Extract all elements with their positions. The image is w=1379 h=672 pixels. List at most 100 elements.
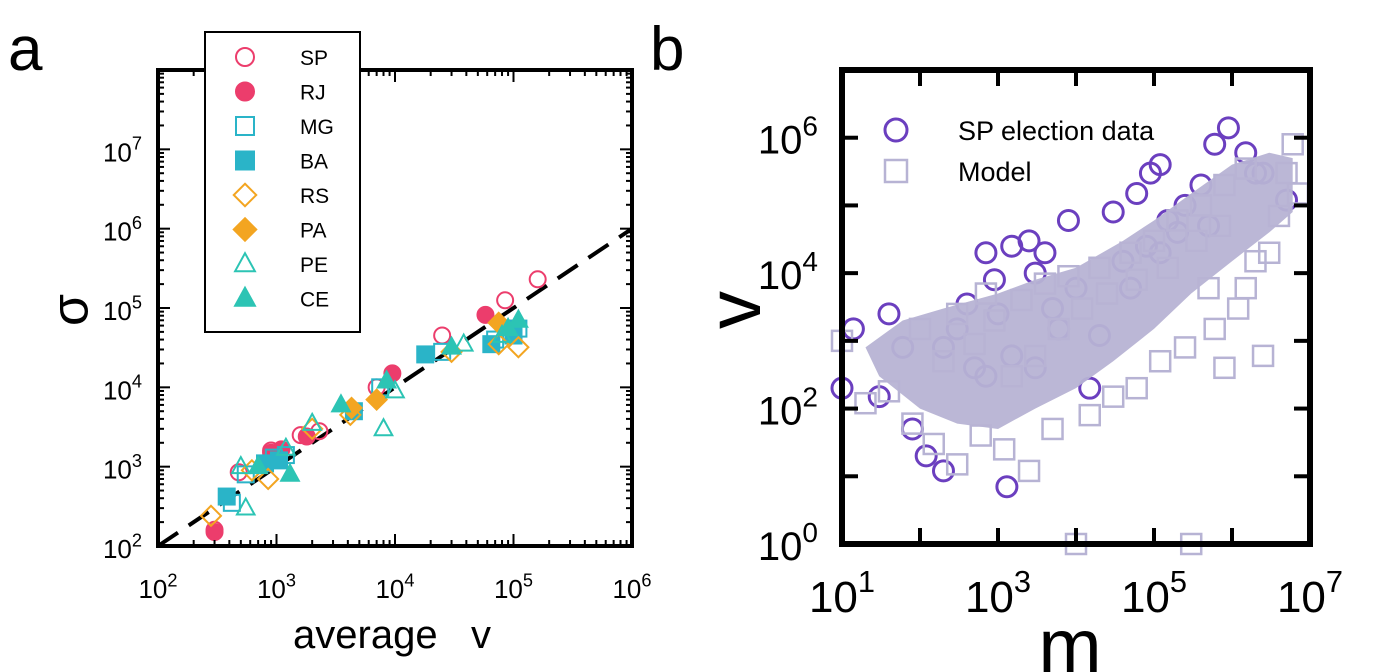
data-point-rs — [506, 335, 530, 359]
legend-marker-ce — [233, 285, 257, 307]
legend-box — [204, 31, 361, 333]
data-point-model — [854, 391, 877, 415]
data-point-model — [945, 453, 969, 476]
data-point-sp-election — [1148, 153, 1172, 177]
data-point-sp-election — [995, 475, 1019, 499]
chart-b: 101 103 105 107 100 102 104 106 SP election dat… — [692, 67, 1343, 672]
data-point-sp-election — [900, 417, 924, 441]
legend-marker-sp-election — [883, 117, 909, 143]
chart-a-data-layer — [156, 227, 634, 548]
legend-marker-pe — [233, 251, 257, 273]
legend-marker-mg — [235, 116, 255, 136]
data-point-pe — [235, 496, 257, 516]
data-point-rs — [256, 467, 280, 491]
data-point-model — [1173, 336, 1197, 359]
legend-marker-model — [883, 158, 909, 184]
y-tick-label: 103 — [103, 451, 142, 485]
data-point-model — [1281, 133, 1304, 156]
data-point-sp-election — [1101, 200, 1125, 224]
chart-a-x-axis-label: average v — [293, 613, 491, 657]
chart-a-axes: 102 103 104 105 106 102 103 104 105 106 107 — [103, 69, 652, 604]
data-point-ce — [507, 308, 529, 328]
legend-marker-sp — [235, 47, 255, 67]
data-point-model — [992, 438, 1016, 461]
data-point-sp-election — [1125, 182, 1149, 206]
data-point-model — [922, 432, 945, 456]
x-tick-label: 107 — [1277, 564, 1343, 622]
data-point-model — [1017, 459, 1041, 483]
data-point-rj — [476, 305, 495, 324]
legend-label-sp-election: SP election data — [958, 116, 1155, 146]
data-point-model — [1078, 403, 1101, 427]
legend-label-rj: RJ — [300, 82, 326, 105]
data-point-sp-election — [982, 268, 1006, 292]
legend-label-mg: MG — [300, 116, 334, 139]
data-point-pe — [275, 436, 297, 456]
x-tick-label: 103 — [965, 564, 1031, 622]
chart-a-y-axis-label: σ — [42, 294, 100, 326]
legend-marker-rs — [232, 182, 258, 208]
panel-a-label: a — [8, 15, 43, 84]
data-point-sp-election — [1033, 241, 1057, 265]
data-point-ce — [376, 369, 398, 389]
y-tick-label: 105 — [103, 292, 142, 326]
data-point-model — [1148, 349, 1172, 373]
legend-label-pa: PA — [300, 220, 326, 243]
data-point-sp — [433, 326, 452, 345]
data-point-sp-election — [974, 241, 998, 265]
data-point-pe — [230, 454, 252, 475]
legend-marker-pa — [232, 216, 258, 243]
data-point-sp-election — [1216, 116, 1240, 140]
data-point-model — [1251, 344, 1275, 368]
legend-label-sp: SP — [300, 47, 328, 70]
data-point-pe — [301, 411, 323, 431]
data-point-model — [1244, 249, 1267, 273]
data-point-ba — [217, 487, 236, 506]
data-point-ce — [247, 454, 269, 475]
data-point-pa — [365, 388, 389, 412]
x-tick-label: 105 — [494, 570, 533, 604]
legend-label-model: Model — [958, 157, 1032, 187]
legend-label-ba: BA — [300, 151, 328, 174]
data-point-ce — [330, 393, 352, 413]
y-tick-label: 104 — [758, 246, 818, 298]
y-tick-label: 102 — [103, 530, 142, 564]
chart-b-axes: 101 103 105 107 100 102 104 106 — [758, 68, 1343, 622]
data-point-sp-election — [841, 317, 865, 341]
data-point-ce — [279, 462, 301, 482]
data-point-model — [1213, 356, 1236, 380]
y-tick-label: 106 — [103, 213, 142, 247]
data-point-rs — [199, 504, 223, 528]
x-tick-label: 106 — [612, 570, 651, 604]
data-point-sp-election — [931, 459, 955, 483]
legend-label-ce: CE — [300, 289, 329, 312]
y-tick-label: 107 — [103, 134, 142, 168]
y-tick-label: 102 — [758, 382, 818, 434]
chart-a: 102 103 104 105 106 102 103 104 105 106 107 SP RJ MG… — [42, 31, 652, 657]
data-point-model — [1041, 417, 1064, 441]
data-point-model — [1125, 376, 1148, 400]
x-tick-label: 103 — [257, 570, 296, 604]
data-point-sp-election — [1017, 229, 1041, 253]
chart-b-y-axis-label: v — [692, 291, 777, 329]
data-point-pe — [453, 332, 475, 352]
legend-label-pe: PE — [300, 254, 328, 277]
x-tick-label: 105 — [1121, 564, 1187, 622]
data-point-sp-election — [1203, 132, 1227, 156]
data-point-sp-election — [914, 444, 938, 468]
x-tick-label: 102 — [138, 570, 177, 604]
data-point-rs — [487, 332, 511, 356]
y-tick-label: 106 — [758, 111, 818, 163]
data-point-model — [901, 412, 924, 435]
data-point-rj — [205, 523, 224, 542]
data-point-ba — [482, 335, 501, 354]
chart-b-data-layer — [830, 116, 1310, 556]
data-point-ba — [416, 345, 435, 364]
legend-marker-ba — [235, 150, 255, 171]
data-point-model — [1203, 317, 1226, 341]
panel-b-label: b — [650, 15, 684, 84]
data-point-model — [1226, 297, 1250, 320]
chart-b-x-axis-label: m — [1038, 604, 1101, 672]
data-point-sp-election — [1056, 208, 1080, 232]
